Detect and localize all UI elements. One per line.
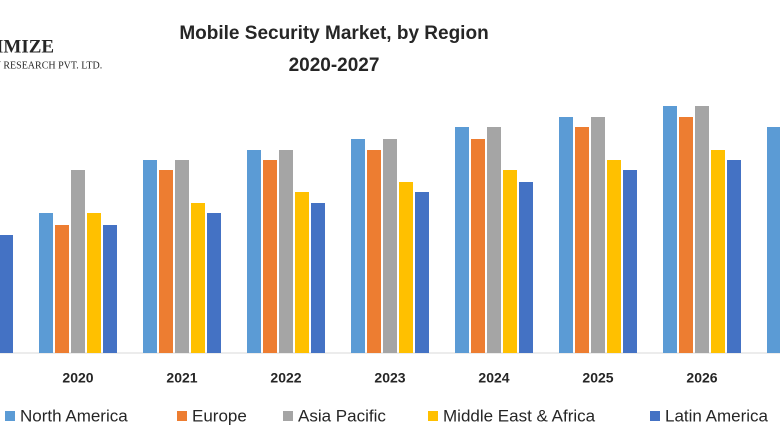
bar: [767, 127, 780, 353]
legend-label: Middle East & Africa: [443, 406, 596, 425]
bar: [487, 127, 501, 353]
bar: [503, 170, 517, 353]
bar: [623, 170, 637, 353]
bar: [559, 117, 573, 353]
legend-swatch: [650, 411, 660, 421]
legend-label: Europe: [192, 406, 247, 425]
x-tick-label: 2025: [582, 370, 613, 386]
bar: [0, 235, 13, 353]
bar: [71, 170, 85, 353]
bar: [367, 150, 381, 353]
bar: [679, 117, 693, 353]
bar: [263, 160, 277, 353]
bar: [351, 139, 365, 353]
logo-tagline: Y RESEARCH PVT. LTD.: [0, 60, 102, 71]
bar: [471, 139, 485, 353]
bar: [279, 150, 293, 353]
legend-swatch: [428, 411, 438, 421]
legend-label: Asia Pacific: [298, 406, 386, 425]
x-tick-label: 2021: [166, 370, 197, 386]
bar: [415, 192, 429, 353]
bar: [103, 225, 117, 353]
bar: [207, 213, 221, 353]
bar: [519, 182, 533, 353]
x-tick-label: 2020: [62, 370, 93, 386]
legend-label: Latin America: [665, 406, 769, 425]
bar: [159, 170, 173, 353]
bar: [695, 106, 709, 353]
bar: [575, 127, 589, 353]
legend-swatch: [5, 411, 15, 421]
bar: [383, 139, 397, 353]
x-tick-label: 2026: [686, 370, 717, 386]
chart-subtitle: 2020-2027: [289, 55, 380, 76]
legend-label: North America: [20, 406, 128, 425]
bar: [175, 160, 189, 353]
x-tick-label: 2024: [478, 370, 509, 386]
x-tick-label: 2022: [270, 370, 301, 386]
bar: [247, 150, 261, 353]
bar: [727, 160, 741, 353]
bar: [87, 213, 101, 353]
bar: [607, 160, 621, 353]
bar: [455, 127, 469, 353]
legend-swatch: [177, 411, 187, 421]
chart-title: Mobile Security Market, by Region: [179, 23, 488, 44]
bar: [55, 225, 69, 353]
bar: [663, 106, 677, 353]
logo-name: IMIZE: [0, 36, 54, 57]
legend-swatch: [283, 411, 293, 421]
bar: [711, 150, 725, 353]
bar: [311, 203, 325, 353]
bar: [295, 192, 309, 353]
bar: [591, 117, 605, 353]
x-tick-label: 2023: [374, 370, 405, 386]
bar: [143, 160, 157, 353]
bar: [399, 182, 413, 353]
bar: [39, 213, 53, 353]
bar: [191, 203, 205, 353]
